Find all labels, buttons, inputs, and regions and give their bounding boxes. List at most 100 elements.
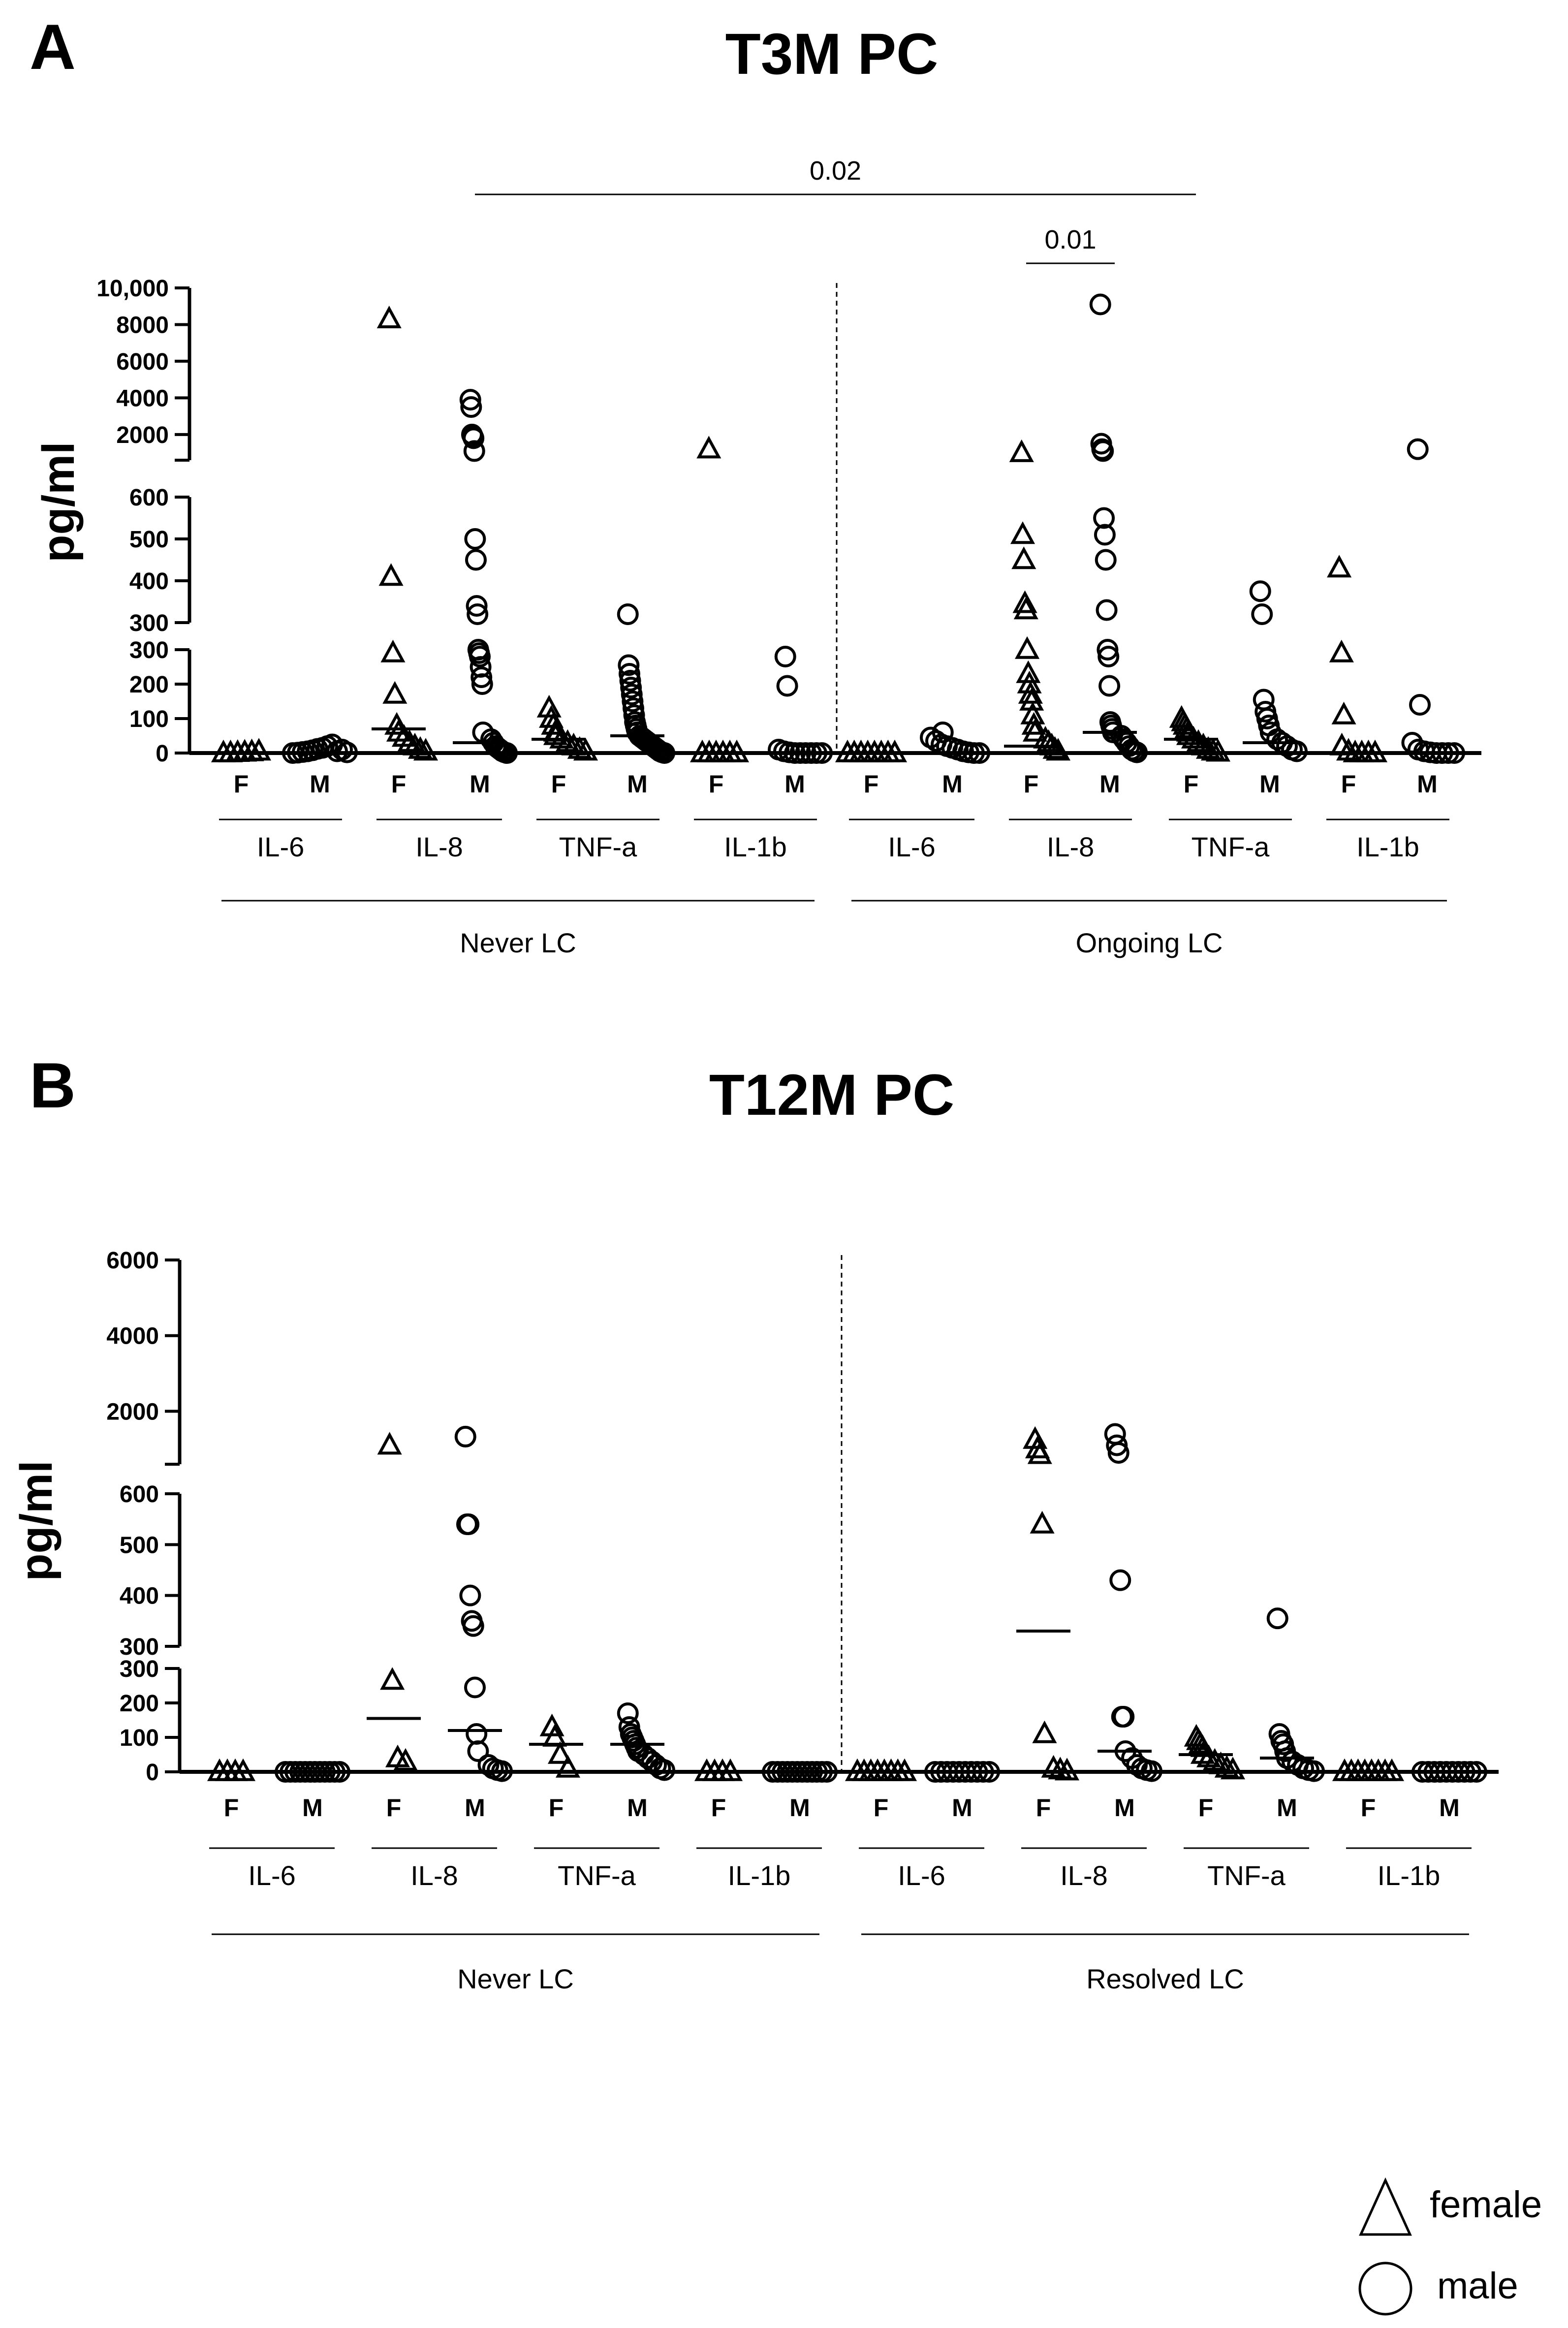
sex-label: F bbox=[711, 1794, 726, 1822]
sex-label: M bbox=[1099, 770, 1120, 798]
female-point bbox=[1331, 701, 1356, 724]
y-tick-label: 500 bbox=[129, 527, 169, 553]
sex-label: M bbox=[470, 770, 490, 798]
group-label: Resolved LC bbox=[1086, 1963, 1244, 1994]
y-axis-label: pg/ml bbox=[33, 441, 84, 562]
sex-label: M bbox=[465, 1794, 485, 1822]
male-point bbox=[621, 684, 643, 705]
female-point bbox=[1176, 722, 1201, 745]
sex-label: F bbox=[709, 770, 724, 798]
female-point bbox=[1027, 1441, 1052, 1464]
cytokine-label: IL-6 bbox=[888, 831, 936, 862]
female-point bbox=[377, 1432, 402, 1455]
y-tick-label: 200 bbox=[120, 1691, 159, 1717]
male-point bbox=[1098, 646, 1120, 667]
female-point bbox=[1327, 555, 1352, 578]
male-point bbox=[618, 654, 640, 676]
female-point bbox=[1032, 1720, 1057, 1743]
male-point bbox=[776, 675, 798, 697]
y-tick-label: 2000 bbox=[116, 422, 169, 448]
y-tick-label: 600 bbox=[120, 1481, 159, 1508]
sex-label: F bbox=[1184, 770, 1199, 798]
female-point bbox=[1015, 636, 1040, 659]
y-axis-label: pg/ml bbox=[11, 1460, 62, 1581]
female-point bbox=[1042, 736, 1067, 759]
male-point bbox=[774, 646, 796, 667]
cytokine-label: IL-6 bbox=[898, 1860, 945, 1891]
male-point bbox=[470, 666, 493, 688]
sex-label: M bbox=[1417, 770, 1438, 798]
sex-label: F bbox=[1341, 770, 1356, 798]
female-point bbox=[1030, 1510, 1055, 1534]
female-point bbox=[1202, 1748, 1227, 1771]
female-point bbox=[413, 738, 439, 761]
cytokine-label: IL-8 bbox=[410, 1860, 458, 1891]
y-tick-label: 600 bbox=[129, 485, 169, 511]
male-point bbox=[1113, 1706, 1135, 1728]
sex-label: F bbox=[386, 1794, 402, 1822]
male-point bbox=[1092, 440, 1114, 462]
cytokine-label: IL-8 bbox=[1060, 1860, 1108, 1891]
female-point bbox=[561, 732, 586, 755]
female-point bbox=[1010, 521, 1035, 544]
male-point bbox=[454, 1425, 476, 1447]
y-tick-label: 300 bbox=[120, 1634, 159, 1660]
cytokine-label: IL-1b bbox=[724, 831, 787, 862]
cytokine-label: IL-8 bbox=[1047, 831, 1095, 862]
female-point bbox=[1186, 729, 1211, 752]
cytokine-label: TNF-a bbox=[1192, 831, 1270, 862]
y-tick-label: 4000 bbox=[116, 385, 169, 411]
male-point bbox=[460, 396, 482, 418]
y-tick-label: 4000 bbox=[106, 1323, 159, 1350]
group-label: Ongoing LC bbox=[1076, 927, 1223, 958]
female-point bbox=[382, 681, 408, 704]
panel-title: T12M PC bbox=[709, 1063, 954, 1128]
sex-label: F bbox=[864, 770, 879, 798]
cytokine-label: IL-1b bbox=[1356, 831, 1419, 862]
female-point bbox=[397, 729, 422, 752]
panel-letter: B bbox=[30, 1049, 76, 1121]
legend-label: male bbox=[1437, 2265, 1518, 2307]
cytokine-label: IL-6 bbox=[257, 831, 305, 862]
sex-label: M bbox=[1439, 1794, 1460, 1822]
y-tick-label: 10,000 bbox=[96, 276, 169, 302]
legend-label: female bbox=[1430, 2184, 1542, 2226]
female-point bbox=[1208, 1751, 1233, 1774]
sex-label: M bbox=[789, 1794, 810, 1822]
female-point bbox=[547, 1741, 573, 1764]
panel-title: T3M PC bbox=[725, 22, 939, 87]
female-point bbox=[555, 729, 580, 752]
y-tick-label: 8000 bbox=[116, 312, 169, 338]
male-point bbox=[467, 1740, 489, 1762]
female-point bbox=[536, 694, 562, 718]
sex-label: F bbox=[874, 1794, 889, 1822]
female-point bbox=[1191, 732, 1216, 755]
male-point bbox=[1107, 1442, 1129, 1464]
sex-label: F bbox=[224, 1794, 239, 1822]
y-tick-label: 400 bbox=[120, 1583, 159, 1609]
male-point bbox=[1109, 1569, 1131, 1591]
sex-label: M bbox=[310, 770, 330, 798]
y-tick-label: 400 bbox=[129, 568, 169, 595]
male-point bbox=[463, 427, 485, 449]
female-point bbox=[393, 1748, 418, 1771]
female-point bbox=[1020, 701, 1045, 724]
sex-label: F bbox=[1036, 1794, 1051, 1822]
sex-label: M bbox=[1114, 1794, 1135, 1822]
legend: female male bbox=[1358, 2177, 1542, 2316]
male-point bbox=[491, 1760, 513, 1782]
sex-label: F bbox=[391, 770, 407, 798]
cytokine-label: IL-6 bbox=[248, 1860, 296, 1891]
female-point bbox=[380, 639, 406, 662]
female-point bbox=[408, 736, 433, 759]
female-point bbox=[1017, 670, 1042, 693]
y-tick-label: 200 bbox=[129, 672, 169, 698]
cytokine-label: TNF-a bbox=[558, 1860, 636, 1891]
y-tick-label: 100 bbox=[120, 1725, 159, 1751]
y-tick-label: 0 bbox=[156, 741, 169, 767]
sex-label: F bbox=[1198, 1794, 1214, 1822]
female-point bbox=[1022, 719, 1047, 742]
male-point bbox=[462, 1615, 484, 1637]
cytokine-label: IL-8 bbox=[415, 831, 463, 862]
